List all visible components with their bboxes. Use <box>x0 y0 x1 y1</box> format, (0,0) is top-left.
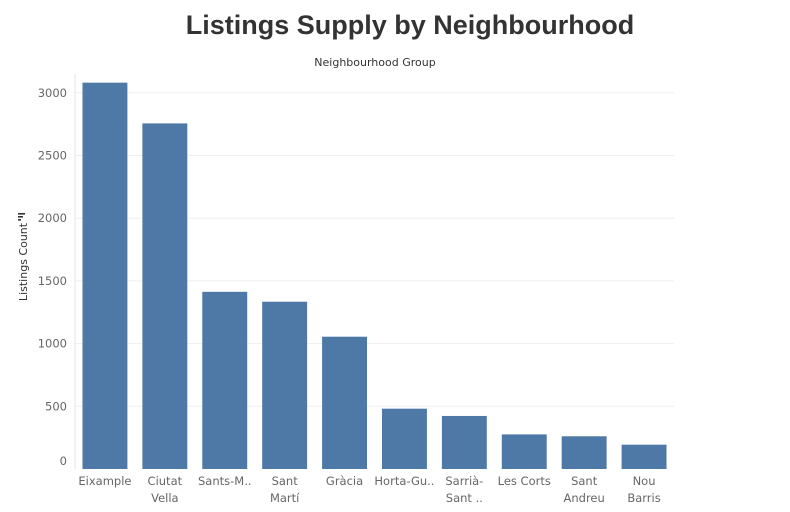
x-category-label: Nou <box>633 474 656 488</box>
y-tick-label: 1000 <box>38 337 67 351</box>
bar[interactable] <box>142 123 188 470</box>
x-category-label: Sarrià- <box>445 474 483 488</box>
y-tick-label: 2000 <box>38 211 67 225</box>
x-category-label: Barris <box>627 491 660 505</box>
y-axis-ticks: 0 500 1000 1500 2000 2500 3000 <box>38 86 67 468</box>
x-axis-labels: Eixample Ciutat Vella Sants-M.. Sant Martí Grà… <box>78 474 660 505</box>
bar[interactable] <box>441 415 487 469</box>
x-category-label: Horta-Gu.. <box>374 474 434 488</box>
sort-icon[interactable] <box>18 213 25 221</box>
bar[interactable] <box>621 444 667 469</box>
bar[interactable] <box>322 336 368 469</box>
x-category-label: Sant .. <box>446 491 483 505</box>
y-tick-label: 500 <box>45 399 67 413</box>
y-tick-label: 0 <box>60 454 67 468</box>
y-tick-label: 3000 <box>38 86 67 100</box>
y-tick-label: 1500 <box>38 274 67 288</box>
bar[interactable] <box>381 408 427 469</box>
y-axis-label: Listings Count <box>17 222 30 301</box>
x-category-label: Les Corts <box>498 474 551 488</box>
y-axis-title: Listings Count <box>17 222 30 301</box>
bar[interactable] <box>202 291 248 469</box>
bar[interactable] <box>561 436 607 469</box>
x-category-label: Sant <box>272 474 299 488</box>
x-category-label: Martí <box>270 491 300 505</box>
bar[interactable] <box>501 434 547 469</box>
chart-title: Listings Supply by Neighbourhood <box>186 10 634 40</box>
bar[interactable] <box>82 82 128 470</box>
x-category-label: Ciutat <box>148 474 183 488</box>
x-category-label: Sants-M.. <box>198 474 252 488</box>
y-tick-label: 2500 <box>38 149 67 163</box>
x-category-label: Sant <box>571 474 598 488</box>
bar[interactable] <box>262 301 308 469</box>
column-group-header: Neighbourhood Group <box>314 56 435 69</box>
bars <box>82 82 667 470</box>
x-category-label: Eixample <box>78 474 131 488</box>
x-category-label: Gràcia <box>326 474 363 488</box>
x-category-label: Vella <box>151 491 179 505</box>
x-category-label: Andreu <box>564 491 605 505</box>
